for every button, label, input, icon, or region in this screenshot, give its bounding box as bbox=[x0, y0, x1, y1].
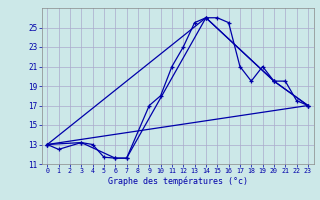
X-axis label: Graphe des températures (°c): Graphe des températures (°c) bbox=[108, 177, 248, 186]
